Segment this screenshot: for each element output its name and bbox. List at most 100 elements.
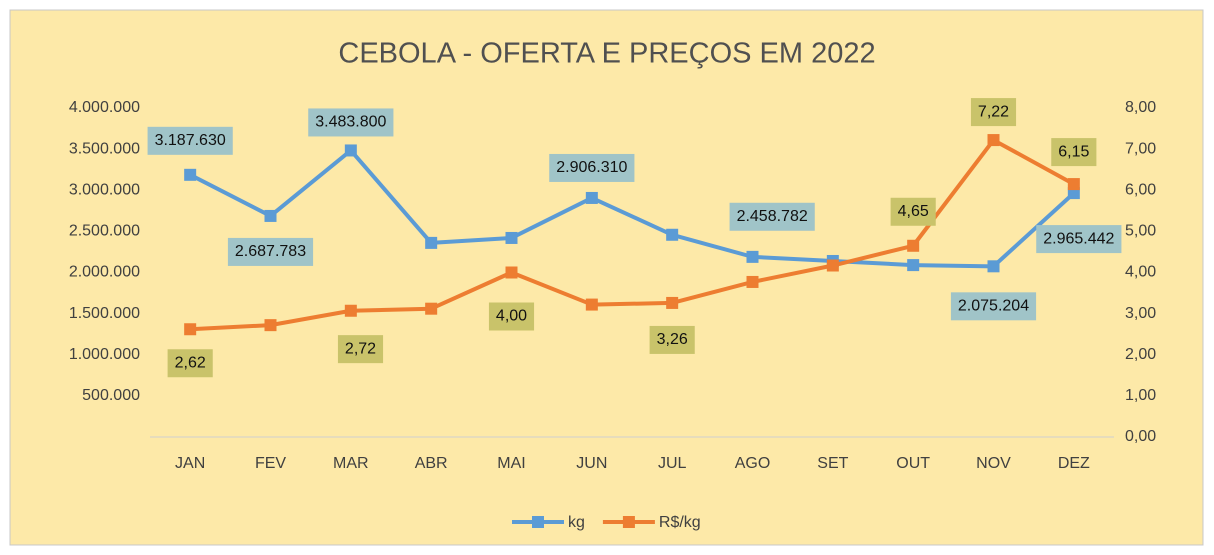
data-label-text: 2,72 bbox=[345, 340, 376, 357]
x-tick-label: MAI bbox=[497, 455, 525, 472]
y-tick-label: 1.000.000 bbox=[69, 346, 140, 363]
legend-label: kg bbox=[568, 514, 585, 531]
chart-title: CEBOLA - OFERTA E PREÇOS EM 2022 bbox=[338, 38, 875, 70]
data-label-box bbox=[337, 335, 384, 364]
data-label: 2.687.783 bbox=[227, 237, 314, 266]
data-label-text: 6,15 bbox=[1058, 143, 1089, 160]
data-label: 2.906.310 bbox=[549, 153, 635, 182]
y-tick-label: 3.000.000 bbox=[69, 181, 140, 198]
marker bbox=[987, 260, 1000, 273]
marker bbox=[264, 209, 277, 222]
data-label: 2,72 bbox=[337, 335, 384, 364]
data-label: 4,65 bbox=[890, 197, 936, 226]
legend-marker bbox=[622, 516, 635, 528]
data-label: 2,62 bbox=[167, 349, 213, 378]
y-tick-label: 4.000.000 bbox=[69, 99, 140, 116]
data-label-box bbox=[1036, 225, 1122, 254]
y2-tick-label: 4,00 bbox=[1125, 264, 1156, 281]
data-label-text: 7,22 bbox=[978, 103, 1009, 120]
marker bbox=[1067, 178, 1080, 191]
data-label-text: 3,26 bbox=[657, 331, 688, 348]
data-label-box bbox=[649, 325, 695, 354]
data-label-text: 3.483.800 bbox=[315, 114, 386, 131]
marker bbox=[505, 266, 518, 279]
data-label-box bbox=[147, 126, 233, 155]
marker bbox=[344, 144, 357, 157]
data-label-box bbox=[890, 197, 936, 226]
marker bbox=[264, 319, 277, 332]
marker bbox=[585, 191, 598, 204]
data-label-box bbox=[1051, 138, 1097, 167]
data-label: 2.458.782 bbox=[729, 202, 815, 231]
data-label-text: 2.687.783 bbox=[235, 243, 306, 260]
marker bbox=[666, 296, 679, 309]
data-label-box bbox=[488, 302, 535, 331]
y2-tick-label: 2,00 bbox=[1125, 346, 1156, 363]
x-tick-label: NOV bbox=[976, 455, 1011, 472]
y2-tick-label: 0,00 bbox=[1125, 428, 1156, 445]
data-label: 6,15 bbox=[1051, 138, 1097, 167]
marker bbox=[1067, 187, 1080, 200]
marker bbox=[826, 259, 839, 272]
data-label: 7,22 bbox=[970, 98, 1017, 127]
y-tick-label: 2.500.000 bbox=[69, 223, 140, 240]
x-tick-label: SET bbox=[817, 455, 848, 472]
marker bbox=[746, 250, 759, 263]
marker bbox=[184, 168, 197, 181]
data-label-text: 4,00 bbox=[496, 308, 527, 325]
marker bbox=[505, 231, 518, 244]
y-tick-label: 1.500.000 bbox=[69, 305, 140, 322]
y2-tick-label: 7,00 bbox=[1125, 140, 1156, 157]
x-tick-label: JAN bbox=[175, 455, 205, 472]
data-label-text: 3.187.630 bbox=[155, 132, 226, 149]
y2-tick-label: 6,00 bbox=[1125, 181, 1156, 198]
data-label-box bbox=[729, 202, 815, 231]
x-tick-label: JUN bbox=[576, 455, 607, 472]
data-label-box bbox=[227, 237, 314, 266]
data-label-text: 2.458.782 bbox=[737, 208, 808, 225]
marker bbox=[987, 134, 1000, 147]
marker bbox=[907, 239, 920, 252]
y2-tick-label: 3,00 bbox=[1125, 305, 1156, 322]
marker bbox=[425, 302, 438, 315]
data-label-box bbox=[950, 292, 1037, 321]
marker bbox=[666, 228, 679, 241]
marker bbox=[907, 259, 920, 272]
data-label: 3,26 bbox=[649, 325, 695, 354]
data-label: 3.187.630 bbox=[147, 126, 233, 155]
legend-marker bbox=[532, 516, 544, 528]
data-label: 2.075.204 bbox=[950, 292, 1037, 321]
marker bbox=[746, 275, 759, 288]
y2-tick-label: 5,00 bbox=[1125, 223, 1156, 240]
data-label: 3.483.800 bbox=[308, 108, 394, 137]
data-label: 4,00 bbox=[488, 302, 535, 331]
y-tick-label: 3.500.000 bbox=[69, 140, 140, 157]
x-tick-label: OUT bbox=[896, 455, 930, 472]
data-label-text: 2.906.310 bbox=[556, 159, 627, 176]
series-line bbox=[189, 148, 1076, 269]
y-tick-label: 500.000 bbox=[82, 387, 140, 404]
marker bbox=[184, 323, 197, 336]
data-label: 2.965.442 bbox=[1036, 225, 1122, 254]
data-label-box bbox=[549, 153, 635, 182]
marker bbox=[425, 236, 438, 249]
legend-label: R$/kg bbox=[659, 514, 701, 531]
x-tick-label: JUL bbox=[658, 455, 687, 472]
y-tick-label: 2.000.000 bbox=[69, 264, 140, 281]
data-label-text: 2.965.442 bbox=[1043, 230, 1114, 247]
data-label-text: 2,62 bbox=[175, 354, 206, 371]
marker bbox=[344, 304, 357, 317]
x-tick-label: DEZ bbox=[1058, 455, 1090, 472]
x-tick-label: FEV bbox=[255, 455, 286, 472]
data-label-box bbox=[167, 349, 213, 378]
data-label-text: 2.075.204 bbox=[958, 298, 1029, 315]
y2-tick-label: 8,00 bbox=[1125, 99, 1156, 116]
marker bbox=[585, 298, 598, 311]
series-line bbox=[190, 138, 1075, 332]
x-tick-label: MAR bbox=[333, 455, 369, 472]
y2-tick-label: 1,00 bbox=[1125, 387, 1156, 404]
data-label-box bbox=[308, 108, 394, 137]
data-label-text: 4,65 bbox=[898, 203, 929, 220]
x-tick-label: ABR bbox=[415, 455, 448, 472]
